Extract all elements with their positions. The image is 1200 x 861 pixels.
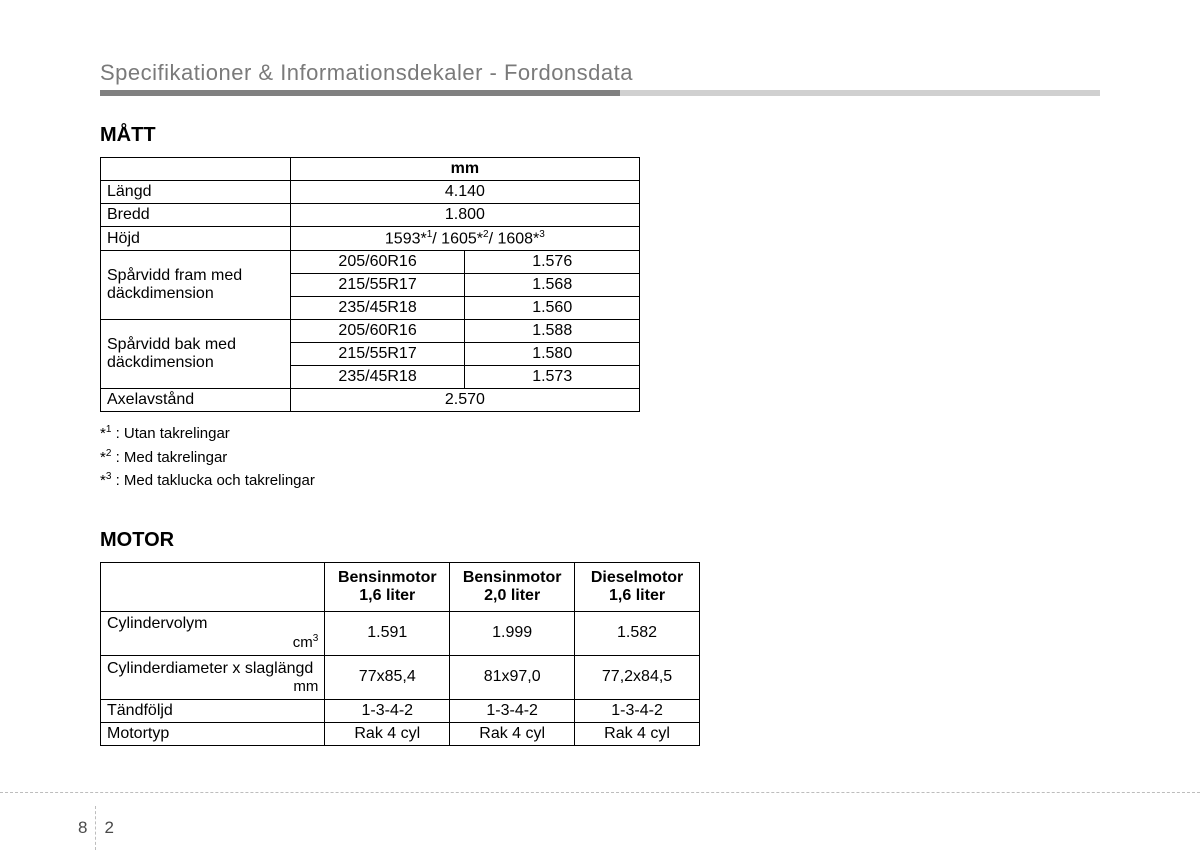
motor-type-2: Rak 4 cyl <box>575 722 700 745</box>
motor-table: Bensinmotor1,6 liter Bensinmotor2,0 lite… <box>100 562 700 746</box>
footnote-2: *2 : Med takrelingar <box>100 446 1100 470</box>
page-index: 2 <box>98 818 113 838</box>
matt-table: mm Längd 4.140 Bredd 1.800 Höjd 1593*1/ … <box>100 157 640 412</box>
matt-unit-header: mm <box>290 158 639 181</box>
matt-front-val-0: 1.576 <box>465 251 640 274</box>
motor-firing-label: Tändföljd <box>101 699 325 722</box>
motor-firing-0: 1-3-4-2 <box>325 699 450 722</box>
matt-rear-tire-2: 235/45R18 <box>290 366 465 389</box>
motor-firing-1: 1-3-4-2 <box>450 699 575 722</box>
motor-col-3: Dieselmotor1,6 liter <box>575 562 700 611</box>
motor-empty-header <box>101 562 325 611</box>
matt-front-tire-0: 205/60R16 <box>290 251 465 274</box>
matt-height-value: 1593*1/ 1605*2/ 1608*3 <box>290 227 639 251</box>
motor-disp-2: 1.582 <box>575 611 700 655</box>
section-title-motor: MOTOR <box>100 529 1100 552</box>
motor-disp-1: 1.999 <box>450 611 575 655</box>
matt-width-label: Bredd <box>101 204 291 227</box>
matt-rear-tire-1: 215/55R17 <box>290 343 465 366</box>
motor-col-1: Bensinmotor1,6 liter <box>325 562 450 611</box>
matt-rear-val-0: 1.588 <box>465 320 640 343</box>
motor-type-label: Motortyp <box>101 722 325 745</box>
breadcrumb: Specifikationer & Informationsdekaler - … <box>100 60 1100 90</box>
chapter-number: 8 <box>78 818 93 838</box>
matt-rear-val-2: 1.573 <box>465 366 640 389</box>
matt-rear-tire-0: 205/60R16 <box>290 320 465 343</box>
matt-track-front-label: Spårvidd fram med däckdimension <box>101 251 291 320</box>
matt-front-val-1: 1.568 <box>465 274 640 297</box>
motor-bore-label: Cylinderdiameter x slaglängd mm <box>101 655 325 699</box>
motor-bore-0: 77x85,4 <box>325 655 450 699</box>
matt-length-value: 4.140 <box>290 181 639 204</box>
motor-type-0: Rak 4 cyl <box>325 722 450 745</box>
matt-front-tire-1: 215/55R17 <box>290 274 465 297</box>
matt-front-tire-2: 235/45R18 <box>290 297 465 320</box>
motor-bore-2: 77,2x84,5 <box>575 655 700 699</box>
matt-footnotes: *1 : Utan takrelingar *2 : Med takreling… <box>100 422 1100 493</box>
matt-front-val-2: 1.560 <box>465 297 640 320</box>
motor-col-2: Bensinmotor2,0 liter <box>450 562 575 611</box>
matt-empty-header <box>101 158 291 181</box>
footer-dashed-line <box>0 792 1200 793</box>
section-title-matt: MÅTT <box>100 124 1100 147</box>
motor-disp-label: Cylindervolym cm3 <box>101 611 325 655</box>
motor-disp-0: 1.591 <box>325 611 450 655</box>
motor-bore-1: 81x97,0 <box>450 655 575 699</box>
footnote-1: *1 : Utan takrelingar <box>100 422 1100 446</box>
matt-width-value: 1.800 <box>290 204 639 227</box>
page-number-divider <box>95 806 96 850</box>
matt-length-label: Längd <box>101 181 291 204</box>
matt-height-label: Höjd <box>101 227 291 251</box>
matt-track-rear-label: Spårvidd bak med däckdimension <box>101 320 291 389</box>
motor-type-1: Rak 4 cyl <box>450 722 575 745</box>
matt-wheelbase-value: 2.570 <box>290 389 639 412</box>
page-number: 8 2 <box>78 808 114 848</box>
motor-firing-2: 1-3-4-2 <box>575 699 700 722</box>
header-rule <box>100 90 1100 96</box>
matt-wheelbase-label: Axelavstånd <box>101 389 291 412</box>
matt-rear-val-1: 1.580 <box>465 343 640 366</box>
footnote-3: *3 : Med taklucka och takrelingar <box>100 469 1100 493</box>
